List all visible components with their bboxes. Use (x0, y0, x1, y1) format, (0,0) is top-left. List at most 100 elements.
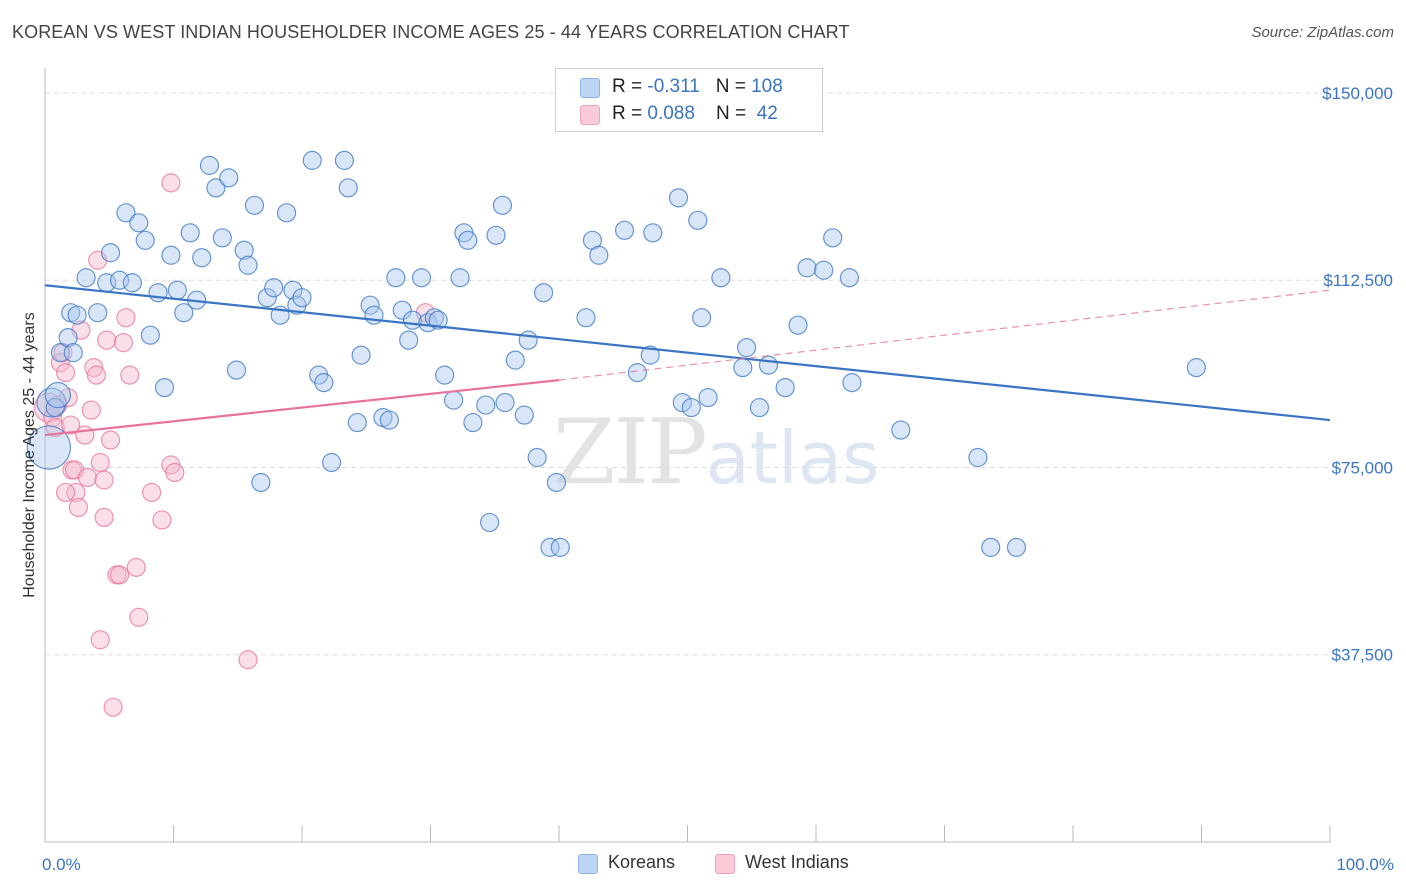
koreans-swatch (578, 854, 598, 874)
west-indians-point (61, 415, 81, 435)
watermark-zip: ZIP (553, 400, 708, 505)
source-label: Source: ZipAtlas.com (1251, 24, 1394, 41)
koreans-point (688, 210, 708, 230)
legend-swatch-west-indians (580, 105, 600, 125)
koreans-point (758, 355, 779, 375)
koreans-point (788, 315, 808, 335)
koreans-point (234, 240, 254, 260)
west-indians-point (165, 462, 185, 483)
koreans-point (257, 288, 277, 308)
west-indians-point (97, 330, 117, 350)
koreans-point (981, 537, 1001, 557)
west-indians-point (161, 173, 181, 193)
koreans-point (276, 203, 297, 223)
west-indians-point (94, 507, 114, 528)
koreans-label: Koreans (608, 852, 676, 872)
r-label: R = (612, 76, 648, 97)
west-indians-point (94, 470, 114, 490)
koreans-point (351, 345, 371, 365)
koreans-point (737, 338, 757, 358)
west-indians-point (66, 482, 86, 503)
koreans-point (518, 330, 538, 350)
y-tick-label: $37,500 (1332, 646, 1393, 665)
x-tick-label: 0.0% (42, 855, 81, 874)
koreans-point (219, 168, 239, 188)
koreans-point (733, 358, 753, 378)
koreans-point (206, 178, 226, 198)
koreans-point (302, 150, 322, 170)
legend: R = -0.311 N = 108 R = 0.088 N = 42 (555, 68, 823, 132)
koreans-point (100, 243, 121, 263)
koreans-point (67, 305, 87, 325)
koreans-point (399, 330, 419, 350)
koreans-point (576, 308, 596, 328)
koreans-point (392, 300, 412, 320)
west-indians-point (113, 333, 133, 353)
n-value: 42 (751, 103, 778, 124)
koreans-point (63, 343, 83, 363)
koreans-point (505, 350, 525, 370)
west-indians-point (109, 565, 130, 585)
west-indians-point (116, 308, 136, 328)
koreans-point (540, 537, 560, 557)
koreans-point (347, 412, 367, 433)
koreans-point (180, 223, 200, 243)
koreans-point (199, 155, 220, 175)
koreans-point (26, 425, 72, 470)
trend-lines (44, 284, 1331, 437)
koreans-point (749, 397, 770, 418)
koreans-point (1186, 358, 1206, 378)
west-indians-point (126, 557, 146, 577)
koreans-point (692, 308, 712, 328)
koreans-point (122, 273, 142, 293)
west-indians-point (77, 467, 98, 488)
west-indians-point (90, 630, 110, 650)
koreans-point (797, 258, 817, 278)
koreans-point (135, 230, 155, 250)
koreans-point (458, 230, 478, 250)
koreans-point (386, 268, 406, 288)
west-indians-point (120, 365, 140, 385)
koreans-point (550, 537, 570, 557)
koreans-point (244, 195, 265, 215)
west-indians-swatch (715, 854, 735, 874)
koreans-point (44, 381, 72, 409)
west-indians-point (238, 650, 258, 670)
koreans-point (167, 280, 187, 300)
koreans-point (292, 288, 312, 308)
axes (44, 68, 1331, 843)
koreans-point (814, 260, 834, 280)
west-indians-point (48, 395, 68, 415)
koreans-point (640, 345, 660, 365)
koreans-point (379, 410, 399, 430)
series-west-indians (33, 173, 435, 717)
west-indians-point (75, 425, 95, 445)
r-value: 0.088 (647, 103, 695, 124)
koreans-point (321, 452, 342, 473)
koreans-point (527, 447, 547, 468)
legend-text-koreans: R = -0.311 N = 108 (612, 76, 783, 98)
watermark: ZIPatlas (553, 400, 880, 505)
y-tick-label: $75,000 (1332, 458, 1393, 477)
koreans-point (76, 268, 96, 288)
koreans-point (463, 412, 483, 433)
koreans-point (88, 303, 108, 323)
koreans-point (589, 245, 609, 265)
koreans-point (238, 255, 258, 275)
koreans-trend-line (44, 284, 1331, 422)
koreans-point (435, 365, 455, 385)
x-tick-label: 100.0% (1336, 855, 1394, 874)
koreans-point (891, 420, 911, 440)
koreans-point (58, 328, 78, 348)
west-indians-point (84, 358, 104, 378)
koreans-point (1006, 537, 1027, 557)
west-indians-point (68, 497, 89, 518)
n-label: N = (715, 76, 752, 97)
koreans-point (775, 377, 795, 398)
y-tick-label: $112,500 (1323, 271, 1393, 290)
koreans-point (839, 268, 860, 288)
koreans-point (411, 268, 432, 288)
y-tick-label: $150,000 (1322, 84, 1393, 103)
koreans-point (698, 387, 718, 408)
